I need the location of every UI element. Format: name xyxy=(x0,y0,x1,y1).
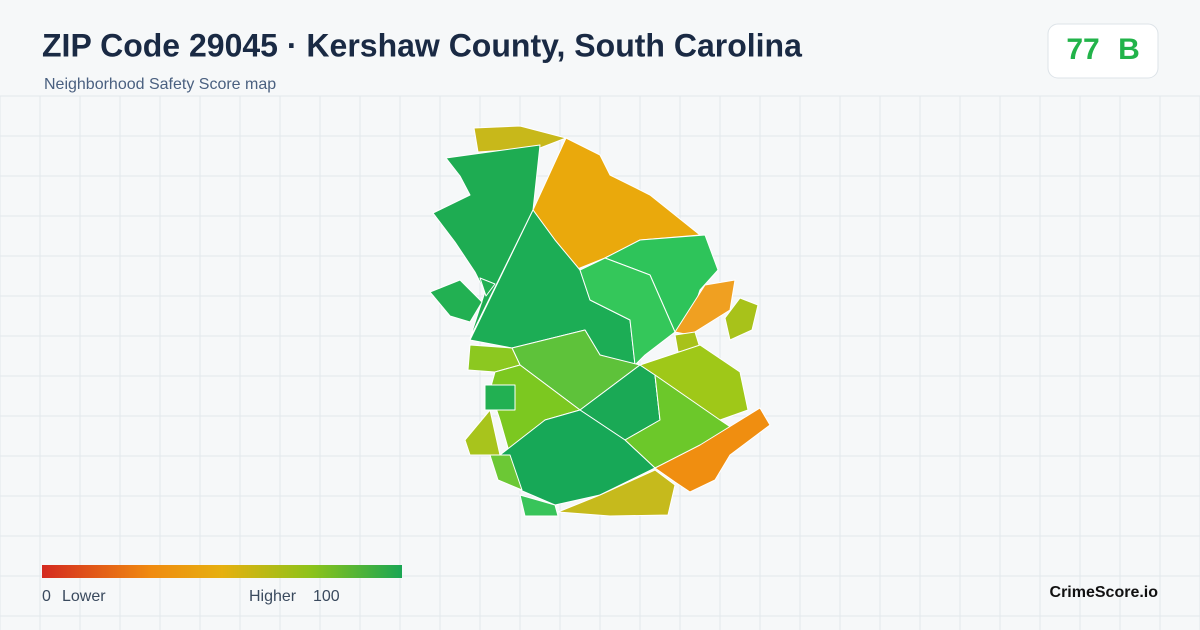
legend-max: 100 xyxy=(313,588,340,605)
region xyxy=(484,384,516,411)
region xyxy=(489,454,523,491)
legend-gradient xyxy=(42,565,402,578)
score-box xyxy=(1047,23,1159,79)
grade: B xyxy=(1118,33,1140,66)
region xyxy=(519,494,559,517)
region xyxy=(473,125,567,153)
legend-min-label: Lower xyxy=(62,588,106,605)
region xyxy=(464,409,501,456)
map xyxy=(429,125,771,517)
brand: CrimeScore.io xyxy=(1050,584,1159,601)
region xyxy=(429,279,483,323)
region xyxy=(432,144,541,339)
legend-min: 0 xyxy=(42,588,51,605)
region xyxy=(479,277,496,297)
score: 77 xyxy=(1066,33,1099,66)
subtitle: Neighborhood Safety Score map xyxy=(44,76,276,93)
region xyxy=(579,257,676,366)
region xyxy=(674,279,736,336)
legend-max-label: Higher xyxy=(249,588,297,605)
title: ZIP Code 29045 · Kershaw County, South C… xyxy=(42,27,802,63)
region xyxy=(654,407,771,493)
region xyxy=(724,297,759,341)
region xyxy=(557,469,676,517)
